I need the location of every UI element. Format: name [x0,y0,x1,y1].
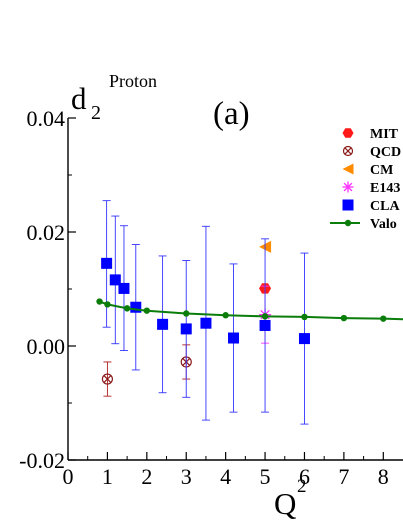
y-tick-label: -0.02 [19,448,65,473]
x-tick-label: 6 [299,464,310,489]
data-point-cla [109,274,121,286]
data-point-cla [157,318,169,330]
chart-marks [96,200,403,425]
y-tick-label: 0.04 [27,106,66,131]
data-point-valo [301,313,308,321]
marker-ring [342,145,354,157]
legend: MIT QCD CM E143 CLA Valo [330,127,401,232]
legend-label: MIT [370,127,399,142]
x-axis-title-main: Q [274,486,296,521]
data-point-valo [340,314,348,322]
data-point-cla [130,301,142,313]
marker-cross-line [103,375,112,383]
data-point-cla [259,319,271,331]
series-valo [96,298,403,322]
data-point-valo [380,315,387,322]
x-tick-label: 8 [378,464,389,489]
legend-item-valo: Valo [330,217,397,232]
legend-marker [342,145,354,157]
data-point-qcd [101,373,114,385]
data-point-cla [200,317,212,329]
legend-label: Valo [370,217,397,232]
data-point-cla [180,323,192,335]
y-axis-title-superscript: Proton [109,71,157,91]
legend-label: CLA [370,199,400,214]
x-tick-label: 4 [220,464,231,489]
data-point-valo [183,310,190,317]
data-point-cla [228,332,240,344]
data-point-valo [104,301,111,308]
data-point-valo [96,298,103,305]
marker-ring [101,373,114,385]
x-tick-label: 2 [141,464,152,489]
legend-item-e143: E143 [342,181,400,196]
series-cla [101,200,310,425]
data-point-valo [143,307,151,314]
legend-marker [342,181,354,193]
x-axis-title: Q 2 [274,476,307,521]
legend-label: E143 [370,181,400,196]
y-axis-title-subscript: 2 [91,102,101,124]
marker-cross-line [344,147,352,155]
x-tick-label: 7 [338,464,349,489]
legend-item-qcd: QCD [342,145,401,160]
data-point-valo [222,312,229,319]
data-point-cla [118,282,130,294]
y-axis-title: d 2 Proton [71,71,157,124]
axes: 0 1 2 3 4 5 6 7 8 -0.02 0.00 0.02 0.04 [19,106,403,489]
legend-marker [342,199,354,211]
x-tick-label: 5 [260,464,271,489]
legend-marker [342,163,354,175]
data-point-valo [123,305,131,312]
x-axis-title-superscript: 2 [297,476,307,497]
y-tick-label: 0.00 [27,334,66,359]
legend-label: CM [370,163,393,178]
panel-label: (a) [213,96,250,132]
y-axis-title-main: d [71,81,87,116]
data-point-cla [101,257,113,269]
data-point-valo [261,313,269,320]
marker-star-ray [343,182,353,192]
legend-marker [344,219,352,227]
legend-marker [342,128,354,138]
y-tick-label: 0.02 [27,220,66,245]
x-tick-label: 0 [63,464,74,489]
legend-item-mit: MIT [342,127,399,142]
legend-label: QCD [370,145,401,160]
x-tick-label: 1 [102,464,113,489]
legend-item-cm: CM [342,163,393,178]
legend-item-cla: CLA [342,199,400,214]
series-qcd [101,344,192,397]
data-point-cla [298,333,310,345]
x-tick-label: 3 [181,464,192,489]
